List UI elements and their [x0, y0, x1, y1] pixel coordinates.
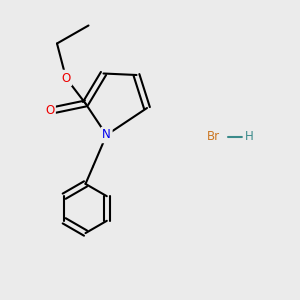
Text: O: O	[61, 71, 70, 85]
Text: O: O	[45, 104, 54, 118]
Text: H: H	[244, 130, 253, 143]
Text: Br: Br	[206, 130, 220, 143]
Text: N: N	[102, 128, 111, 142]
